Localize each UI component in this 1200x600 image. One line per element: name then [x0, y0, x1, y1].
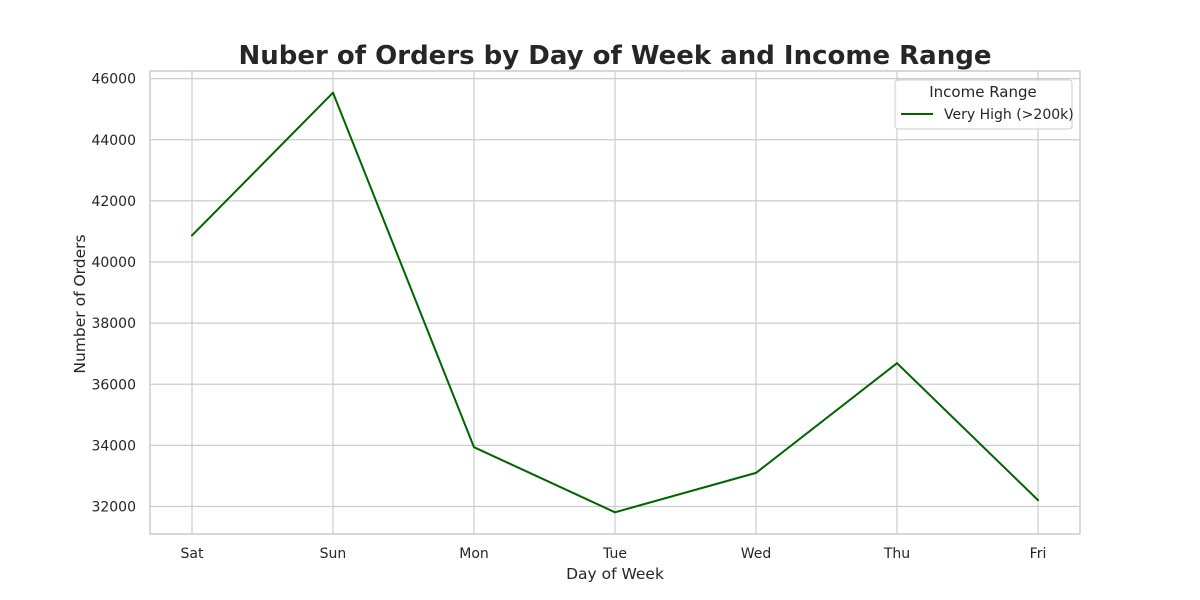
- x-tick-label: Wed: [741, 546, 772, 562]
- y-axis-label: Number of Orders: [71, 234, 89, 373]
- x-tick-label: Fri: [1030, 546, 1047, 562]
- grid-lines: [150, 71, 1080, 534]
- x-tick-label: Sat: [181, 546, 204, 562]
- x-axis-ticks: Sat Sun Mon Tue Wed Thu Fri: [181, 546, 1047, 562]
- y-tick-label: 38000: [91, 316, 136, 332]
- data-point: [332, 91, 334, 94]
- legend-title: Income Range: [929, 83, 1037, 101]
- x-tick-label: Thu: [883, 546, 910, 562]
- y-tick-label: 42000: [91, 194, 136, 210]
- x-tick-label: Sun: [320, 546, 347, 562]
- data-point: [614, 511, 616, 514]
- y-tick-label: 32000: [91, 499, 136, 515]
- y-tick-label: 46000: [91, 72, 136, 88]
- x-tick-label: Tue: [602, 546, 627, 562]
- data-point: [473, 446, 475, 449]
- legend-box: [894, 79, 1073, 130]
- y-axis-ticks: 32000 34000 36000 38000 40000 42000 44000 46000: [91, 72, 136, 516]
- x-tick-label: Mon: [459, 546, 489, 562]
- plot-area-frame: [149, 70, 1081, 535]
- y-tick-label: 44000: [91, 133, 136, 149]
- y-tick-label: 34000: [91, 438, 136, 454]
- data-point: [1037, 499, 1039, 502]
- x-axis-label: Day of Week: [566, 565, 664, 583]
- y-tick-label: 36000: [91, 377, 136, 393]
- legend-series-label: Very High (>200k): [944, 107, 1074, 123]
- data-point: [896, 362, 898, 365]
- data-point: [191, 234, 193, 237]
- y-tick-label: 40000: [91, 255, 136, 271]
- data-point: [755, 471, 757, 474]
- chart-title: Nuber of Orders by Day of Week and Incom…: [239, 41, 992, 71]
- legend: Income Range Very High (>200k): [894, 79, 1074, 130]
- series-lines: [191, 91, 1039, 514]
